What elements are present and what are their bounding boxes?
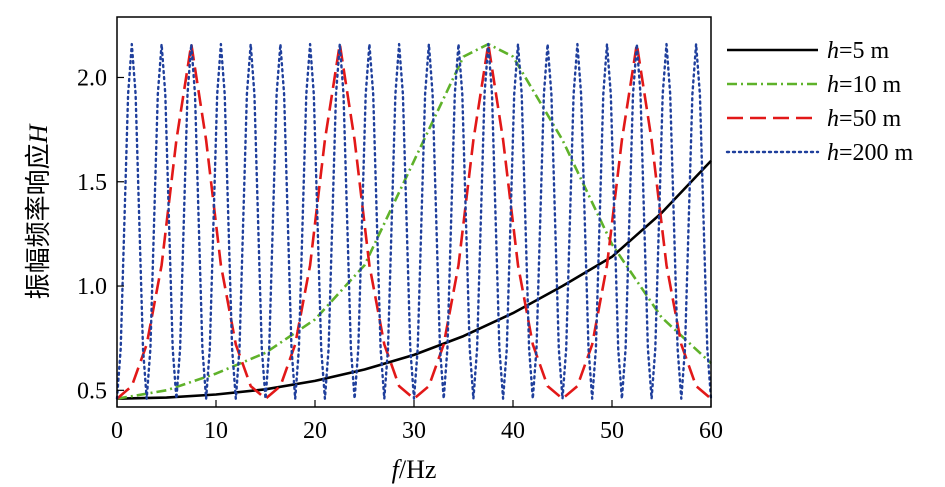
legend: h=5 m h=10 m h=50 m h=200 m bbox=[725, 38, 914, 166]
y-tick-label: 2.0 bbox=[77, 65, 107, 91]
x-tick-label: 30 bbox=[402, 418, 426, 444]
x-tick-label: 60 bbox=[699, 418, 723, 444]
y-tick-label: 0.5 bbox=[77, 378, 107, 404]
x-axis-title: f/Hz bbox=[392, 455, 437, 484]
x-tick-label: 10 bbox=[204, 418, 228, 444]
y-axis-title: 振幅频率响应H bbox=[24, 123, 53, 299]
series-line bbox=[116, 160, 712, 400]
x-tick-label: 50 bbox=[600, 418, 624, 444]
legend-label: h=50 m bbox=[827, 106, 902, 132]
legend-label: h=10 m bbox=[827, 72, 902, 98]
x-tick-label: 40 bbox=[501, 418, 525, 444]
plot-frame bbox=[116, 16, 712, 408]
y-tick-label: 1.0 bbox=[77, 274, 107, 300]
legend-label: h=200 m bbox=[827, 140, 914, 166]
series-line bbox=[116, 42, 712, 400]
ticks-layer: 0 10 20 30 40 50 60 0.5 1.0 1.5 2.0 bbox=[77, 65, 723, 444]
x-tick-label: 20 bbox=[303, 418, 327, 444]
y-tick-label: 1.5 bbox=[77, 170, 107, 196]
series-line bbox=[115, 42, 713, 400]
legend-label: h=5 m bbox=[827, 38, 890, 64]
series-line bbox=[116, 42, 712, 400]
series-layer bbox=[115, 42, 713, 400]
x-tick-label: 0 bbox=[111, 418, 123, 444]
